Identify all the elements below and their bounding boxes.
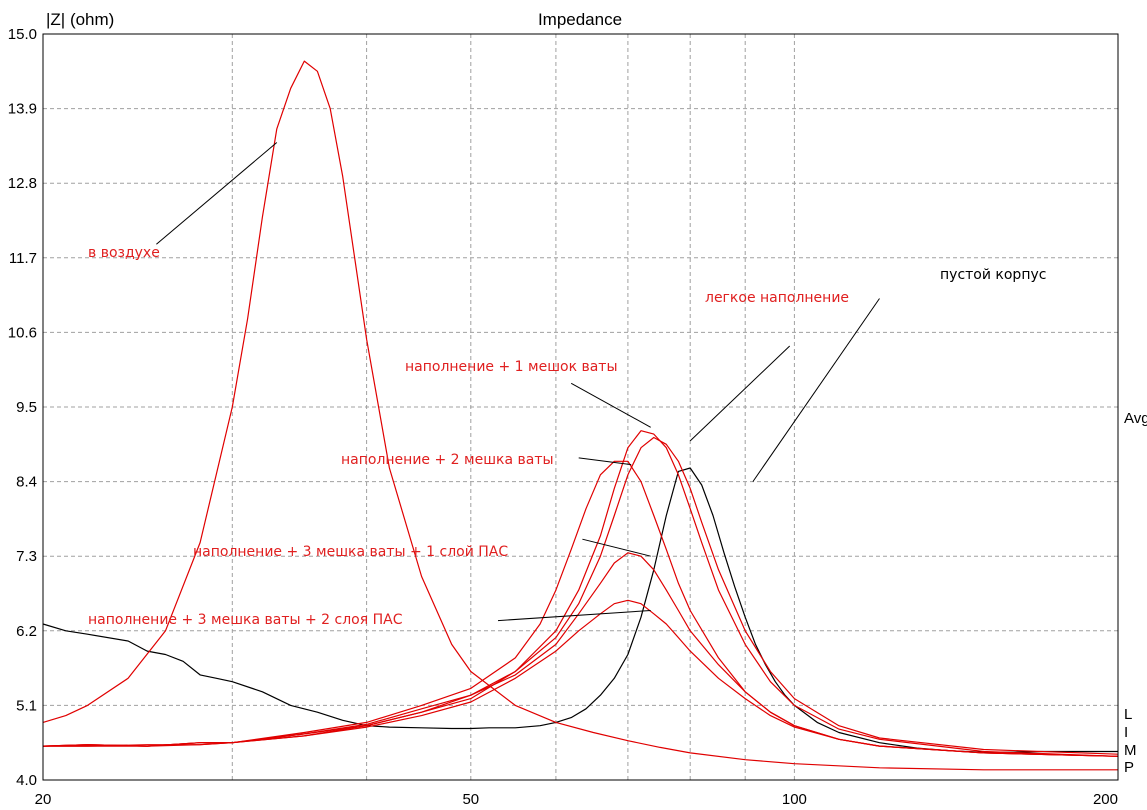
annotation-fill-2-bags: наполнение + 2 мешка ваты	[341, 452, 554, 468]
right-label-i: I	[1124, 724, 1128, 741]
y-tick-label: 8.4	[16, 474, 37, 491]
y-tick-labels: 15.0 13.9 12.8 11.7 10.6 9.5 8.4 7.3 6.2 5.1 4.0	[8, 26, 37, 789]
y-axis-label: |Z| (ohm)	[46, 10, 114, 29]
right-label-l: L	[1124, 706, 1132, 723]
right-label-p: P	[1124, 759, 1134, 776]
annotation-fill-3-bags-2-layers: наполнение + 3 мешка ваты + 2 слоя ПАС	[88, 612, 403, 628]
x-tick-labels: 20 50 100 200	[35, 791, 1118, 808]
leader-line-3	[752, 298, 880, 482]
series-line-6	[43, 552, 1119, 757]
y-tick-label: 13.9	[8, 101, 37, 118]
x-tick-label: 50	[462, 791, 479, 808]
annotation-light-fill: легкое наполнение	[705, 290, 849, 306]
y-tick-label: 6.2	[16, 623, 37, 640]
right-label-m: M	[1124, 742, 1137, 759]
y-tick-label: 10.6	[8, 324, 37, 341]
y-tick-label: 7.3	[16, 548, 37, 565]
y-tick-label: 15.0	[8, 26, 37, 43]
leader-line-4	[570, 382, 651, 428]
leader-line-2	[689, 345, 791, 442]
x-tick-label: 20	[35, 791, 52, 808]
y-tick-label: 11.7	[9, 250, 37, 267]
annotation-fill-1-bag: наполнение + 1 мешок ваты	[405, 359, 618, 375]
x-tick-label: 200	[1093, 791, 1118, 808]
leader-line-7	[497, 610, 651, 622]
chart-title: Impedance	[538, 10, 622, 29]
series-line-7	[42, 599, 1119, 757]
leader-line-6	[582, 538, 651, 557]
annotation-leaders	[156, 142, 880, 622]
annotation-empty-box: пустой корпус	[940, 267, 1046, 283]
annotation-fill-3-bags-1-layer: наполнение + 3 мешка ваты + 1 слой ПАС	[193, 544, 508, 560]
series-line-2	[42, 60, 1118, 771]
right-label-avg: Avg	[1124, 410, 1147, 427]
y-tick-label: 4.0	[16, 772, 37, 789]
y-tick-label: 5.1	[16, 697, 37, 714]
x-tick-label: 100	[782, 791, 807, 808]
series-layer	[42, 60, 1119, 771]
plot-frame	[42, 33, 1119, 781]
y-tick-label: 9.5	[16, 399, 37, 416]
annotation-in-air: в воздухе	[88, 245, 160, 261]
y-tick-label: 12.8	[8, 175, 37, 192]
leader-line-5	[578, 457, 632, 466]
leader-line-1	[156, 142, 278, 245]
series-line-1	[42, 467, 1118, 753]
